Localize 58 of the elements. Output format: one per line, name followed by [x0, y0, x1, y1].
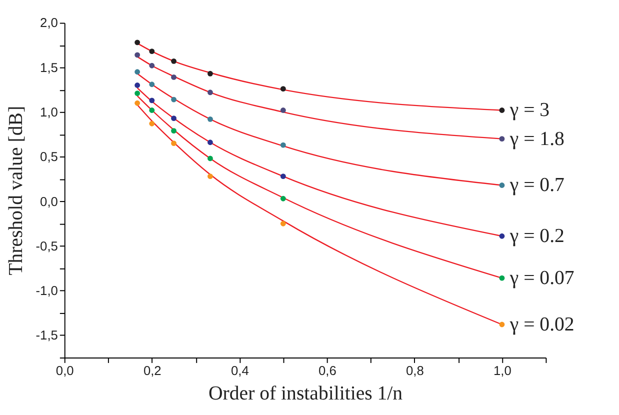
series-label: γ = 0.2 [508, 225, 564, 248]
x-tick-label: 0,4 [230, 362, 249, 378]
point [280, 174, 286, 180]
point [499, 182, 505, 188]
point [499, 136, 505, 142]
series-label: γ = 3 [508, 99, 550, 122]
point [499, 108, 505, 113]
x-tick-label: 0,2 [143, 362, 162, 378]
point [208, 140, 213, 146]
point [149, 98, 155, 104]
x-axis-title: Order of instabilities 1/n [208, 382, 403, 405]
point [280, 108, 286, 113]
point [149, 48, 155, 54]
point [208, 70, 213, 76]
point [280, 196, 286, 202]
y-axis-title: Threshold value [dB] [4, 106, 27, 276]
point [171, 128, 176, 134]
point [171, 74, 176, 80]
point [171, 116, 176, 121]
series-label: γ = 0.7 [508, 174, 565, 196]
point [171, 96, 176, 102]
point [149, 82, 155, 88]
point [134, 82, 140, 88]
point [499, 233, 505, 239]
x-tick-label: 0,6 [318, 362, 336, 378]
point [208, 90, 213, 96]
point [171, 140, 176, 146]
y-tick-label: -1,0 [36, 283, 58, 298]
x-tick-label: 1,0 [494, 362, 512, 378]
point [134, 90, 140, 96]
series-label: γ = 0.07 [508, 267, 574, 290]
y-tick-label: -1,5 [36, 328, 58, 343]
series-label: γ = 1.8 [508, 128, 565, 150]
point [280, 86, 286, 92]
point [134, 52, 140, 58]
x-tick-label: 0,8 [406, 362, 424, 378]
y-tick-label: 0,5 [40, 149, 58, 164]
y-tick-label: 2,0 [40, 15, 58, 30]
point [499, 322, 505, 328]
point [149, 108, 155, 113]
y-tick-label: 0,0 [40, 194, 58, 209]
point [208, 174, 213, 180]
y-tick-label: -0,5 [36, 238, 58, 254]
point [134, 69, 140, 75]
point [280, 142, 286, 148]
point [280, 220, 286, 226]
point [499, 275, 505, 281]
point [134, 100, 140, 106]
x-tick-label: 0,0 [56, 362, 74, 378]
y-tick-label: 1,5 [40, 60, 58, 75]
point [134, 40, 140, 46]
point [171, 58, 176, 64]
y-tick-label: 1,0 [40, 104, 58, 120]
point [149, 62, 155, 68]
series-label: γ = 0.02 [508, 313, 574, 336]
point [149, 120, 155, 126]
point [208, 116, 213, 122]
point [208, 156, 213, 162]
